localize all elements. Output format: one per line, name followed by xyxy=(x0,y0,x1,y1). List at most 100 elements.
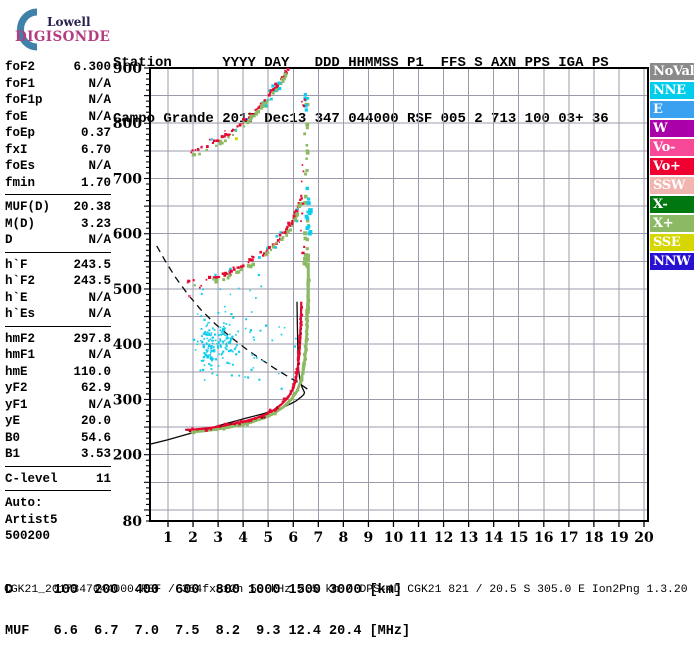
parameter-row: B0 54.6 xyxy=(5,430,111,447)
logo-brand-top: Lowell xyxy=(47,15,91,29)
parameter-label: h`Es xyxy=(5,307,36,321)
parameter-row: hmF1 N/A xyxy=(5,347,111,364)
x-tick-label: 17 xyxy=(559,530,578,546)
panel-divider xyxy=(5,251,111,253)
parameter-row: Artist5 xyxy=(5,512,111,529)
parameter-value: 0.37 xyxy=(80,126,111,140)
x-tick-label: 1 xyxy=(163,530,173,546)
panel-divider xyxy=(5,465,111,467)
parameter-label: h`E xyxy=(5,290,28,305)
parameter-value: 3.23 xyxy=(80,216,111,231)
parameter-label: foEs xyxy=(5,159,36,173)
parameter-label: C-level xyxy=(5,471,58,486)
x-tick-label: 19 xyxy=(609,530,628,546)
plot-data xyxy=(150,68,313,445)
parameter-label: foF1p xyxy=(5,93,43,107)
distance-row: D 100 200 400 600 800 1000 1500 3000 [km… xyxy=(5,582,402,598)
legend-item-sse: SSE xyxy=(650,234,694,251)
parameter-value: 54.6 xyxy=(80,430,111,445)
parameter-value: 297.8 xyxy=(73,331,111,346)
header-station-values: Campo Grande 2017 Dec13 347 044000 RSF 0… xyxy=(113,110,609,127)
legend-item-ssw: SSW xyxy=(650,177,694,194)
x-tick-label: 13 xyxy=(459,530,478,546)
stray-echo-dot xyxy=(234,137,238,141)
parameter-value: 6.300 xyxy=(73,60,111,74)
x-tick-label: 8 xyxy=(338,530,348,546)
parameter-row: h`Es N/A xyxy=(5,306,111,323)
x-tick-label: 15 xyxy=(509,530,528,546)
parameter-value: N/A xyxy=(88,159,111,173)
parameter-label: foEp xyxy=(5,126,36,140)
parameter-label: hmF2 xyxy=(5,331,36,346)
y-tick-label: 900 xyxy=(113,61,142,77)
panel-divider xyxy=(5,194,111,195)
legend-item-w: W xyxy=(650,120,694,137)
parameter-value: 62.9 xyxy=(80,381,111,395)
y-tick-label: 500 xyxy=(113,282,142,298)
parameter-label: hmE xyxy=(5,364,28,379)
legend-item-vo: Vo+ xyxy=(650,158,694,175)
parameter-value: 3.53 xyxy=(80,447,111,461)
file-info-footer: CGK21_2017347044000.RSF / 384fx512h 50 k… xyxy=(4,584,688,596)
parameter-label: yE xyxy=(5,414,21,428)
parameter-value: 243.5 xyxy=(73,257,111,272)
x-tick-label: 11 xyxy=(409,530,428,546)
parameter-label: foF2 xyxy=(5,60,36,74)
parameter-label: D xyxy=(5,233,13,247)
crescent-logo-icon xyxy=(17,8,38,51)
legend-item-x: X- xyxy=(650,196,694,213)
legend-item-e: E xyxy=(650,101,694,118)
parameter-label: B1 xyxy=(5,447,21,461)
y-tick-label: 300 xyxy=(113,392,142,408)
parameter-label: fxI xyxy=(5,142,28,157)
y-tick-label: 200 xyxy=(113,448,142,464)
parameter-row: B1 3.53 xyxy=(5,446,111,463)
parameter-value: 1.70 xyxy=(80,175,111,190)
parameter-value: N/A xyxy=(88,348,111,362)
y-tick-label: 700 xyxy=(113,171,142,187)
x-tick-label: 3 xyxy=(213,530,223,546)
ionogram-viewer: { "window": {"width": 700, "height": 600… xyxy=(4,8,694,639)
third-multiple xyxy=(190,68,290,157)
parameter-label: foF1 xyxy=(5,76,36,91)
parameter-value: 110.0 xyxy=(73,364,111,379)
parameter-row: foE N/A xyxy=(5,109,111,126)
parameter-value: 20.38 xyxy=(73,200,111,214)
x-tick-label: 12 xyxy=(434,530,453,546)
second-multiple xyxy=(186,197,303,289)
stray-echo-dot xyxy=(188,294,191,298)
panel-divider xyxy=(5,490,111,491)
parameter-row: foEs N/A xyxy=(5,158,111,175)
parameter-row: 500200 xyxy=(5,528,111,545)
parameter-value: N/A xyxy=(88,307,111,321)
parameter-row: D N/A xyxy=(5,232,111,249)
parameter-value: 20.0 xyxy=(80,414,111,428)
parameter-value: N/A xyxy=(88,290,111,305)
header-column-titles: Station YYYY DAY DDD HHMMSS P1 FFS S AXN… xyxy=(113,55,609,71)
parameter-label: M(D) xyxy=(5,216,36,231)
parameter-row: foF1 N/A xyxy=(5,76,111,93)
panel-divider xyxy=(5,325,111,327)
x-tick-label: 7 xyxy=(313,530,323,546)
y-tick-label: 600 xyxy=(113,227,142,243)
legend-item-x: X+ xyxy=(650,215,694,232)
parameter-row: hmE 110.0 xyxy=(5,364,111,381)
x-tick-label: 20 xyxy=(634,530,654,546)
parameter-row: yF2 62.9 xyxy=(5,380,111,397)
parameter-label: 500200 xyxy=(5,529,51,543)
logo-brand-bottom: DIGISONDE xyxy=(15,29,111,45)
parameter-row: Auto: xyxy=(5,495,111,512)
y-tick-label: 800 xyxy=(113,116,142,132)
y-tick-label: 400 xyxy=(113,337,142,353)
x-tick-label: 9 xyxy=(364,530,374,546)
parameter-row: C-level 11 xyxy=(5,471,111,488)
x-tick-label: 10 xyxy=(384,530,404,546)
parameter-label: MUF(D) xyxy=(5,200,51,214)
x-tick-label: 18 xyxy=(584,530,603,546)
parameter-label: Auto: xyxy=(5,496,43,510)
x-tick-label: 14 xyxy=(484,530,504,546)
parameter-row: MUF(D) 20.38 xyxy=(5,199,111,216)
parameter-row: fmin 1.70 xyxy=(5,175,111,192)
parameter-row: h`F 243.5 xyxy=(5,257,111,274)
parameter-label: yF1 xyxy=(5,397,28,412)
